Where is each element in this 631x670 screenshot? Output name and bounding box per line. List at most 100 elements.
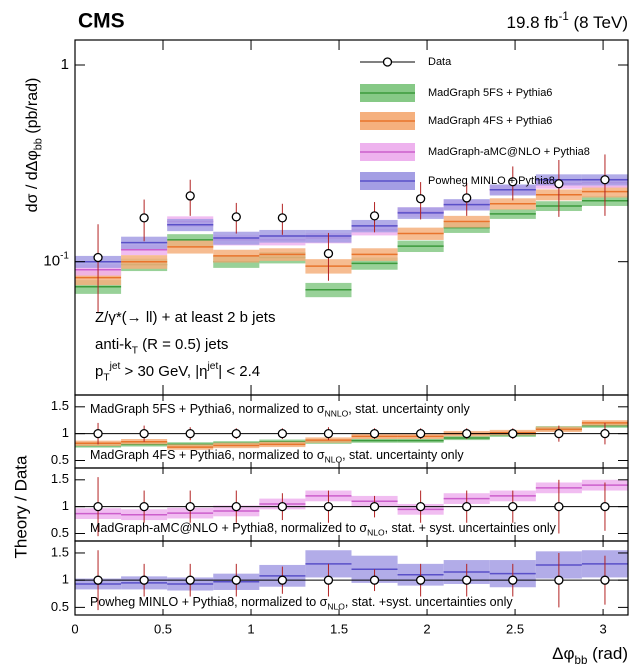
data-point (369, 211, 380, 221)
x-axis-title-part: Δφ (552, 644, 574, 663)
y-tick-label: 1.5 (51, 544, 69, 559)
panel-label-part: , stat. uncertainty only (348, 402, 470, 416)
y-tick-label: 0.5 (51, 525, 69, 540)
luminosity-label: 19.8 fb-1 (8 TeV) (507, 11, 629, 32)
panel-label-part: MadGraph 4FS + Pythia6, normalized to σ (90, 448, 325, 462)
legend-label: MadGraph 4FS + Pythia6 (428, 115, 552, 127)
data-point (415, 575, 426, 585)
data-point (369, 575, 380, 585)
data-point (415, 194, 426, 204)
data-point (231, 428, 241, 439)
data-point (369, 501, 380, 512)
y-tick-label: 0.5 (51, 599, 69, 614)
x-axis-title-part: bb (575, 655, 588, 667)
annotation-part: Z/γ*(→ ll) + at least 2 b jets (95, 309, 275, 326)
luminosity-label-part: -1 (559, 11, 569, 23)
plot-frame (74, 540, 629, 616)
x-tick-label: 2.5 (506, 621, 524, 636)
panel-label: MadGraph 5FS + Pythia6, normalized to σN… (90, 402, 471, 418)
legend-label: Data (428, 56, 452, 68)
y-tick-label: 0.5 (51, 452, 69, 467)
data-point (600, 175, 610, 185)
data-point (185, 191, 195, 201)
x-tick-label: 3 (599, 621, 606, 636)
annotation-part: anti-k (95, 336, 132, 353)
luminosity-label-part: (8 TeV) (569, 13, 628, 32)
data-point (139, 428, 149, 439)
panel-label-part: , stat. + syst. uncertainties only (385, 521, 557, 535)
data-point (323, 248, 334, 259)
data-point (600, 428, 610, 439)
x-tick-label: 0.5 (154, 621, 172, 636)
y-tick-label: 1.5 (51, 471, 69, 486)
data-point (462, 428, 472, 439)
data-point (600, 575, 610, 585)
y-axis-title-part: bb (32, 138, 44, 150)
data-point (277, 575, 288, 585)
data-point (323, 501, 334, 512)
data-point (93, 575, 103, 585)
data-point (369, 428, 380, 439)
legend-label: MadGraph-aMC@NLO + Pythia8 (428, 146, 590, 158)
data-point (277, 428, 288, 439)
data-point (554, 179, 564, 189)
data-point (554, 501, 564, 512)
x-tick-label: 1 (247, 621, 254, 636)
data-point (462, 501, 472, 512)
annotation-part: T (103, 372, 109, 383)
panel-label: Powheg MINLO + Pythia8, normalized to σN… (90, 595, 513, 611)
panel-label-part: , stat. +syst. uncertainties only (345, 595, 514, 609)
panel-label-part: NNLO (325, 409, 349, 419)
data-point (231, 501, 241, 512)
x-axis-title-part: (rad) (587, 644, 628, 663)
data-point (231, 575, 241, 585)
y-axis-title-part: (pb/rad) (24, 78, 41, 138)
panel-label-part: NLO (367, 528, 385, 538)
data-point (93, 252, 103, 263)
panel-label-part: Powheg MINLO + Pythia8, normalized to σ (90, 595, 328, 609)
panel-label-part: MadGraph-aMC@NLO + Pythia8, normalized t… (90, 521, 367, 535)
y-tick-label: 1 (62, 425, 69, 440)
data-point (277, 213, 288, 223)
data-point (277, 501, 288, 512)
panel-label: MadGraph 4FS + Pythia6, normalized to σN… (90, 448, 464, 464)
y-tick-label: 1 (61, 56, 69, 73)
data-point (462, 575, 472, 585)
y-axis-title-part: dσ / dΔφ (24, 150, 41, 212)
data-point (139, 501, 149, 512)
x-tick-label: 1.5 (330, 621, 348, 636)
data-point (508, 501, 518, 512)
data-point (93, 501, 103, 512)
x-axis-title: Δφbb (rad) (552, 644, 628, 667)
annotation-part: (R = 0.5) jets (138, 336, 228, 353)
data-point (93, 428, 103, 439)
annotation-part: jet (207, 361, 219, 372)
legend-label: MadGraph 5FS + Pythia6 (428, 87, 552, 99)
data-point (554, 428, 564, 439)
panel-label-part: NLO (327, 602, 345, 612)
annotation: anti-kT (R = 0.5) jets (95, 336, 228, 356)
data-point (323, 575, 334, 585)
y-tick-label-exp: -1 (60, 250, 69, 261)
panel-label-part: NLO (325, 455, 343, 465)
data-point (185, 428, 195, 439)
data-point (415, 501, 426, 512)
annotation-part: jet (109, 361, 121, 372)
panel-label-part: MadGraph 5FS + Pythia6, normalized to σ (90, 402, 325, 416)
panel-label: MadGraph-aMC@NLO + Pythia8, normalized t… (90, 521, 557, 537)
y-tick-label: 1 (62, 498, 69, 513)
data-point (185, 501, 195, 512)
panel-label-part: , stat. uncertainty only (342, 448, 464, 462)
legend-marker (382, 57, 393, 67)
annotation-part: | < 2.4 (218, 363, 260, 380)
data-point (600, 501, 610, 512)
y-tick-label: 10-1 (43, 250, 69, 269)
annotation: pTjet > 30 GeV, |ηjet| < 2.4 (95, 361, 260, 383)
y-axis-title: dσ / dΔφbb (pb/rad) (24, 78, 44, 213)
annotation-part: p (95, 363, 103, 380)
data-point (508, 428, 518, 439)
annotation: Z/γ*(→ ll) + at least 2 b jets (95, 309, 275, 326)
data-point (139, 213, 149, 223)
luminosity-label-part: 19.8 fb (507, 13, 559, 32)
